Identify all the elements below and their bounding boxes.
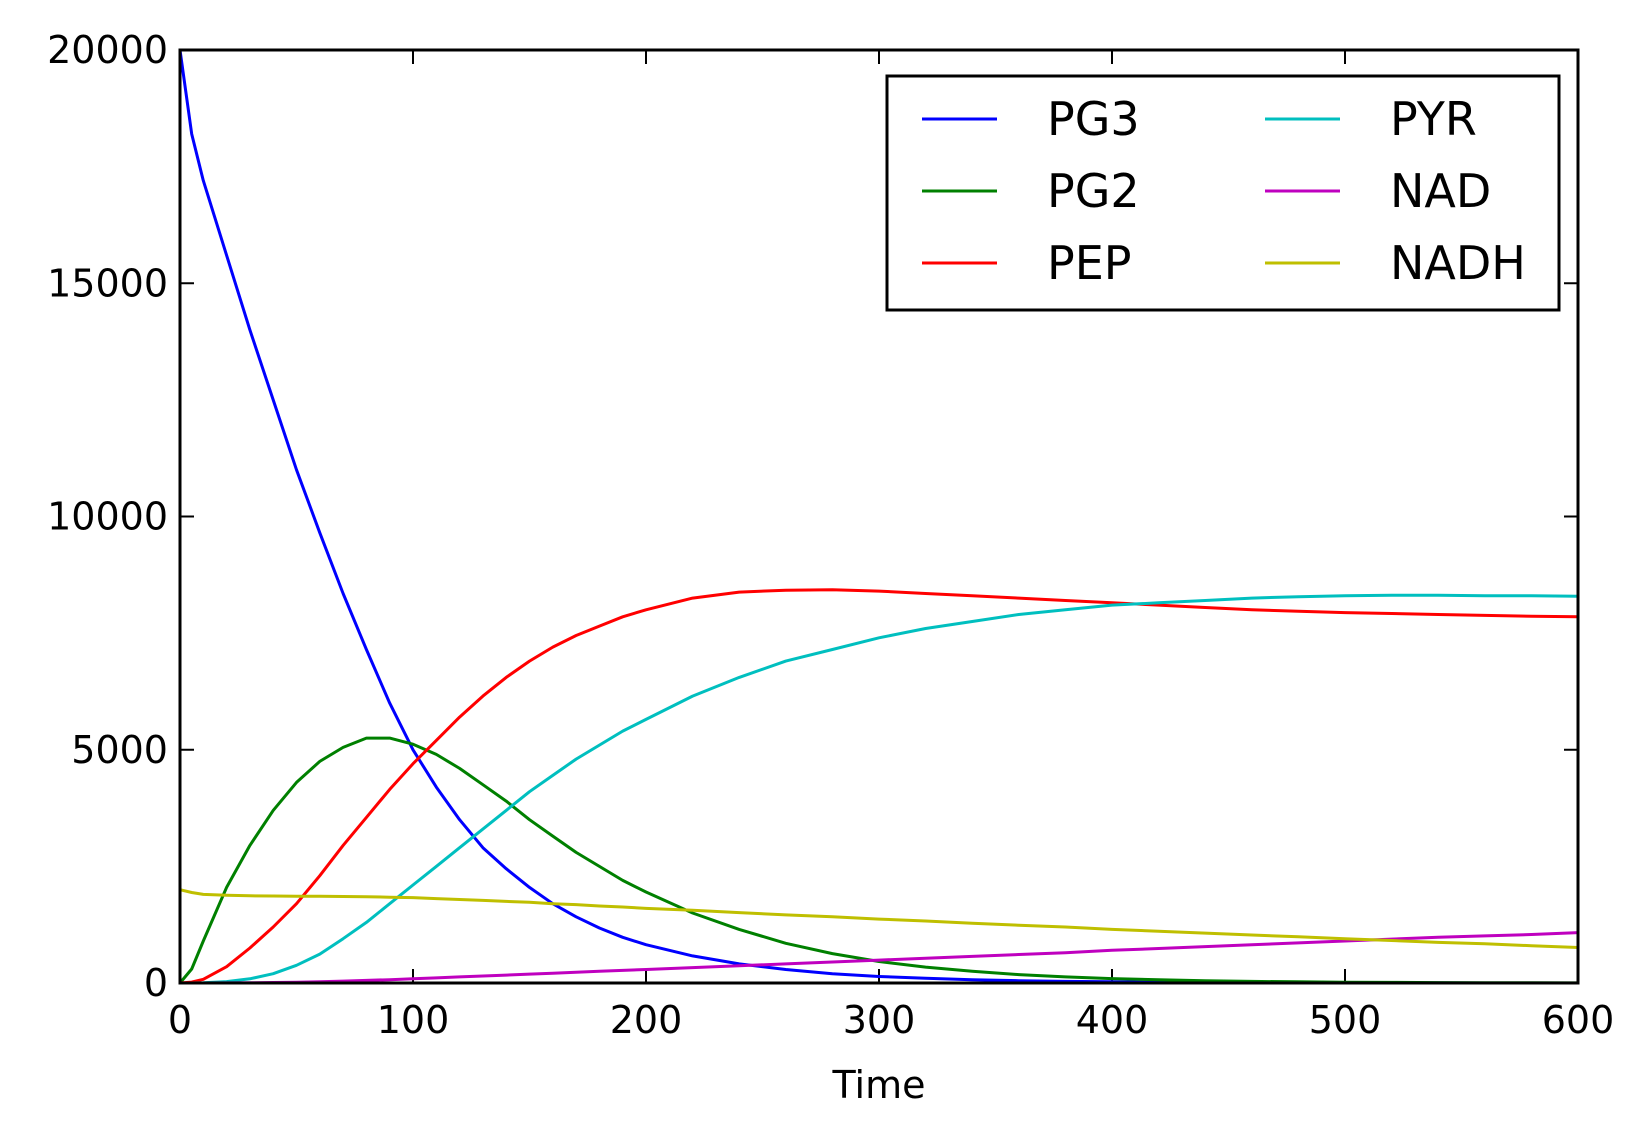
legend-label-pyr: PYR xyxy=(1390,92,1477,146)
legend-label-pg3: PG3 xyxy=(1047,92,1140,146)
legend-label-pg2: PG2 xyxy=(1047,164,1140,218)
x-tick-label: 0 xyxy=(168,998,192,1042)
legend-box xyxy=(885,74,1561,312)
legend-label-nadh: NADH xyxy=(1390,236,1526,290)
y-tick-label: 10000 xyxy=(47,495,168,539)
y-tick-label: 0 xyxy=(144,961,168,1005)
x-tick-label: 600 xyxy=(1542,998,1615,1042)
x-tick-label: 100 xyxy=(377,998,450,1042)
series-line-pep xyxy=(179,588,1579,985)
series-line-nadh xyxy=(179,888,1579,949)
x-tick-label: 500 xyxy=(1309,998,1382,1042)
x-tick-label: 200 xyxy=(610,998,683,1042)
plot-frame xyxy=(178,48,1580,985)
x-tick-labels: 0 100 200 300 400 500 600 xyxy=(168,998,1614,1042)
x-tick-label: 400 xyxy=(1076,998,1149,1042)
legend-label-pep: PEP xyxy=(1047,236,1132,290)
legend-label-nad: NAD xyxy=(1390,164,1491,218)
x-tick-label: 300 xyxy=(843,998,916,1042)
y-tick-label: 15000 xyxy=(47,261,168,305)
y-tick-label: 5000 xyxy=(71,728,168,772)
x-axis-label: Time xyxy=(832,1063,926,1107)
series-line-pg2 xyxy=(178,736,1579,985)
y-tick-labels: 0 5000 10000 15000 20000 xyxy=(47,28,168,1005)
series-line-pyr xyxy=(180,593,1579,985)
legend: PG3 PG2 PEP PYR NAD NADH xyxy=(885,74,1561,312)
y-tick-label: 20000 xyxy=(47,28,168,72)
